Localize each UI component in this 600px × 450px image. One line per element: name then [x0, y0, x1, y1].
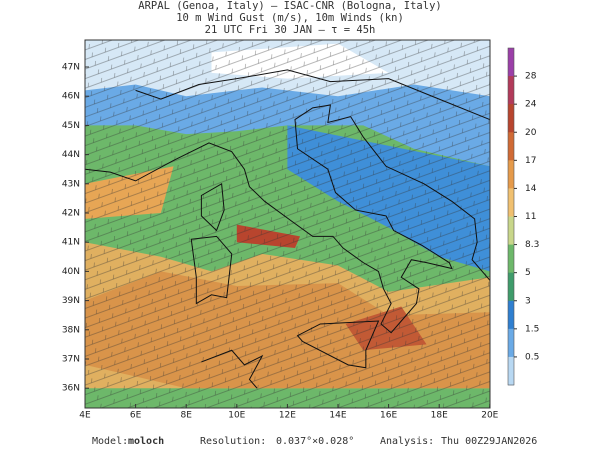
- colorbar-label: 17: [525, 156, 536, 166]
- colorbar-label: 14: [525, 184, 537, 194]
- lat-label: 43N: [62, 179, 80, 189]
- lon-label: 20E: [481, 411, 498, 421]
- lon-label: 14E: [329, 411, 346, 421]
- lon-label: 4E: [79, 411, 91, 421]
- footer-label: Analysis:: [380, 436, 434, 447]
- lon-label: 8E: [180, 411, 192, 421]
- footer-label: Resolution:: [200, 436, 266, 447]
- colorbar: 28 24 20 17 14 11 8.3 5 3 1.5 0.5: [507, 47, 539, 386]
- colorbar-segment: [508, 272, 514, 302]
- lat-label: 44N: [62, 150, 80, 160]
- header-line: 21 UTC Fri 30 JAN — τ = 45h: [205, 24, 376, 36]
- coastlines: [85, 70, 490, 388]
- colorbar-segment: [508, 48, 514, 77]
- colorbar-segment: [508, 104, 514, 133]
- colorbar-segment: [508, 216, 514, 246]
- lat-label: 38N: [62, 325, 80, 335]
- lon-label: 18E: [431, 411, 448, 421]
- lon-label: 6E: [130, 411, 142, 421]
- lat-label: 47N: [62, 63, 80, 73]
- lon-label: 16E: [380, 411, 397, 421]
- colorbar-label: 8.3: [525, 240, 539, 250]
- colorbar-label: 28: [525, 72, 537, 82]
- colorbar-segment: [508, 132, 514, 161]
- lat-label: 37N: [62, 355, 80, 365]
- lat-label: 36N: [62, 384, 80, 394]
- footer-label: Model:: [92, 436, 128, 447]
- lat-label: 40N: [62, 267, 80, 277]
- lat-label: 46N: [62, 92, 80, 102]
- colorbar-label: 24: [525, 100, 537, 110]
- lat-label: 42N: [62, 209, 80, 219]
- lat-label: 45N: [62, 121, 80, 131]
- colorbar-label: 0.5: [525, 352, 539, 362]
- colorbar-segment: [508, 76, 514, 105]
- colorbar-label: 11: [525, 212, 536, 222]
- colorbar-segment: [508, 244, 514, 274]
- colorbar-label: 3: [525, 296, 531, 306]
- colorbar-label: 20: [525, 128, 537, 138]
- map-field: [85, 40, 490, 408]
- lat-label: 41N: [62, 238, 80, 248]
- axis-labels: 47N 46N 45N 44N 43N 42N 41N 40N 39N 38N 37N 36N 4E 6E…: [62, 63, 499, 421]
- colorbar-segment: [508, 188, 514, 217]
- footer-value: 0.037°×0.028°: [276, 436, 354, 447]
- lon-label: 10E: [228, 411, 245, 421]
- colorbar-segment: [508, 160, 514, 189]
- colorbar-segment: [508, 356, 514, 386]
- colorbar-segment: [508, 300, 514, 330]
- colorbar-label: 1.5: [525, 324, 539, 334]
- header-line: ARPAL (Genoa, Italy) — ISAC-CNR (Bologna…: [138, 0, 441, 12]
- footer-value: Thu 00Z29JAN2026: [441, 436, 537, 447]
- lat-label: 39N: [62, 296, 80, 306]
- header-line: 10 m Wind Gust (m/s), 10m Winds (kn): [176, 12, 404, 24]
- colorbar-segment: [508, 328, 514, 358]
- colorbar-label: 5: [525, 268, 531, 278]
- footer-value: moloch: [128, 436, 164, 447]
- lon-label: 12E: [279, 411, 296, 421]
